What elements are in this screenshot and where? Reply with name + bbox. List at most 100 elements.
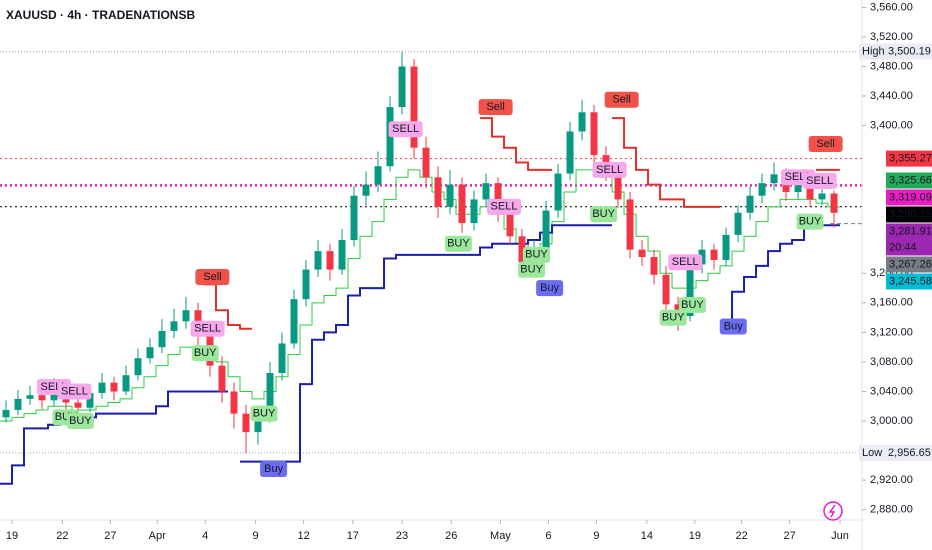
- signal-label: Buy: [264, 463, 283, 475]
- candle-body: [806, 183, 814, 200]
- signal-label: SELL: [194, 323, 221, 335]
- x-tick-label: 22: [736, 530, 748, 542]
- signal-label: BUY: [194, 347, 217, 359]
- candle-body: [542, 210, 550, 250]
- candle-body: [314, 251, 322, 270]
- alert-icon: [823, 501, 843, 521]
- candle-body: [230, 391, 238, 414]
- x-tick-label: 23: [396, 530, 408, 542]
- x-tick-label: Jun: [831, 530, 849, 542]
- candle-body: [242, 413, 250, 433]
- candle-body: [374, 166, 382, 185]
- extreme-value-box: [886, 445, 932, 462]
- y-tick-label: 2,920.00: [870, 474, 913, 486]
- signal-label: BUY: [253, 408, 276, 420]
- extreme-tag: [859, 43, 886, 60]
- signal-tag: [487, 198, 522, 215]
- x-tick-label: 26: [445, 530, 457, 542]
- signal-label: Buy: [540, 282, 559, 294]
- price-tag: [886, 206, 932, 223]
- x-tick-label: 12: [297, 530, 309, 542]
- y-tick-label: 3,000.00: [870, 415, 913, 427]
- signal-label: Buy: [724, 320, 743, 332]
- signal-label: BUY: [520, 264, 543, 276]
- price-tag-label: 3,325.66: [889, 174, 932, 186]
- candle-body: [470, 199, 478, 224]
- candle-body: [590, 112, 598, 156]
- candle-body: [122, 375, 130, 392]
- candle-body: [146, 347, 154, 359]
- plot-area: Sell Sell Sell Sell Buy Buy Buy SELL SELL SELL SEL…: [0, 51, 862, 485]
- candle-body: [338, 240, 346, 270]
- candle-body: [794, 183, 802, 193]
- signal-label: Sell: [486, 101, 504, 113]
- candle-body: [158, 330, 166, 348]
- candle-body: [686, 264, 694, 317]
- signal-tag: [478, 99, 513, 116]
- indicator-line: [0, 169, 841, 422]
- candle-body: [458, 184, 466, 224]
- price-tag-label: 3,267.26: [889, 258, 932, 270]
- signal-tag: [590, 206, 618, 223]
- signal-label: Sell: [612, 94, 630, 106]
- countdown-box: [886, 239, 932, 256]
- y-tick-label: 3,440.00: [870, 90, 913, 102]
- candle-body: [494, 183, 502, 213]
- signal-label: BUY: [447, 238, 470, 250]
- candle-body: [38, 395, 46, 401]
- signal-tag: [250, 405, 278, 422]
- candle-body: [218, 365, 226, 392]
- signal-tag: [604, 91, 639, 108]
- candle-body: [278, 343, 286, 374]
- x-tick-label: 14: [641, 530, 653, 542]
- y-tick-label: 3,480.00: [870, 60, 913, 72]
- candle-body: [302, 269, 310, 300]
- candle-body: [98, 382, 106, 393]
- y-tick-label: 3,120.00: [870, 326, 913, 338]
- price-tag: [886, 189, 932, 206]
- signal-tag: [678, 297, 706, 314]
- candle-body: [830, 193, 838, 213]
- signal-tag: [802, 172, 837, 189]
- candle-body: [746, 195, 754, 213]
- price-tag-label: 3,355.27: [889, 153, 932, 165]
- signal-tag: [518, 261, 546, 278]
- candle-body: [362, 184, 370, 196]
- candle-body: [446, 184, 454, 207]
- candle-body: [14, 398, 22, 410]
- candle-body: [566, 131, 574, 174]
- price-tag: [886, 150, 932, 167]
- candle-body: [290, 299, 298, 344]
- y-tick-label: 3,080.00: [870, 356, 913, 368]
- price-tag: [886, 172, 932, 189]
- signal-label: SELL: [392, 123, 419, 135]
- candle-body: [638, 249, 646, 258]
- signal-label: SELL: [61, 385, 88, 397]
- candle-body: [818, 193, 826, 200]
- candle-body: [254, 417, 262, 433]
- signal-tag: [796, 213, 824, 230]
- candle-body: [554, 173, 562, 211]
- x-tick-label: 27: [104, 530, 116, 542]
- signal-label: BUY: [69, 415, 92, 427]
- signal-tag: [522, 246, 550, 263]
- price-tag: [886, 256, 932, 273]
- price-tag: [886, 223, 932, 240]
- signal-label: BUY: [681, 299, 704, 311]
- countdown: 20:44: [889, 241, 917, 253]
- candle-body: [266, 373, 274, 418]
- candle-body: [482, 183, 490, 200]
- candle-body: [26, 395, 34, 399]
- signal-tag: [444, 235, 472, 252]
- candle-body: [422, 147, 430, 178]
- x-tick-label: 4: [202, 530, 208, 542]
- candle-body: [326, 251, 334, 270]
- signal-tag: [668, 254, 703, 271]
- x-tick-label: 9: [253, 530, 259, 542]
- candle-body: [170, 321, 178, 331]
- signal-tag: [536, 280, 564, 297]
- y-tick-label: 3,160.00: [870, 297, 913, 309]
- signal-tag: [592, 161, 627, 178]
- x-tick-label: May: [490, 530, 511, 542]
